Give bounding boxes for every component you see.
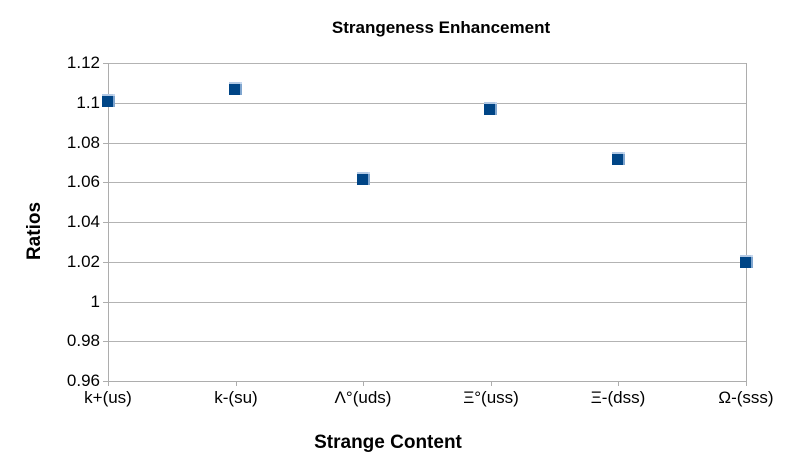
h-gridline xyxy=(108,341,746,342)
h-gridline xyxy=(108,302,746,303)
y-tick-label: 1 xyxy=(90,292,100,311)
y-tick-label: 0.98 xyxy=(66,331,100,350)
plot-right-border xyxy=(746,63,747,386)
x-category-label: k+(us) xyxy=(84,388,132,407)
y-axis-tick xyxy=(103,302,108,303)
x-axis-tick xyxy=(108,381,109,386)
y-tick-label: 0.96 xyxy=(66,371,100,390)
y-axis-tick xyxy=(103,63,108,64)
data-point xyxy=(740,255,753,268)
data-point xyxy=(484,102,497,115)
x-axis-tick xyxy=(363,381,364,386)
x-category-label: Λ°(uds) xyxy=(334,388,392,407)
y-tick-label: 1.02 xyxy=(66,252,100,271)
x-category-label: Ξ°(uss) xyxy=(463,388,519,407)
h-gridline xyxy=(108,63,746,64)
y-axis-tick xyxy=(103,143,108,144)
y-tick-label: 1.06 xyxy=(66,172,100,191)
data-point xyxy=(357,172,370,185)
h-gridline xyxy=(108,182,746,183)
h-gridline xyxy=(108,103,746,104)
y-tick-label: 1.1 xyxy=(76,93,100,112)
y-tick-label: 1.04 xyxy=(66,212,100,231)
h-gridline xyxy=(108,143,746,144)
data-point xyxy=(229,82,242,95)
chart-title: Strangeness Enhancement xyxy=(331,18,551,37)
y-axis-line xyxy=(108,63,109,386)
data-point xyxy=(612,152,625,165)
y-axis-tick xyxy=(103,262,108,263)
data-point xyxy=(102,94,115,107)
x-axis-line xyxy=(103,381,746,382)
x-axis-tick xyxy=(618,381,619,386)
h-gridline xyxy=(108,222,746,223)
h-gridline xyxy=(108,262,746,263)
x-axis-title: Strange Content xyxy=(314,432,462,453)
x-category-label: Ω-(sss) xyxy=(718,388,774,407)
y-axis-tick xyxy=(103,182,108,183)
x-category-label: k-(su) xyxy=(214,388,258,407)
x-axis-tick xyxy=(236,381,237,386)
y-tick-label: 1.12 xyxy=(66,53,100,72)
y-axis-tick xyxy=(103,222,108,223)
x-axis-tick xyxy=(746,381,747,386)
y-axis-tick xyxy=(103,341,108,342)
y-tick-label: 1.08 xyxy=(66,133,100,152)
x-axis-tick xyxy=(491,381,492,386)
x-category-label: Ξ-(dss) xyxy=(590,388,646,407)
